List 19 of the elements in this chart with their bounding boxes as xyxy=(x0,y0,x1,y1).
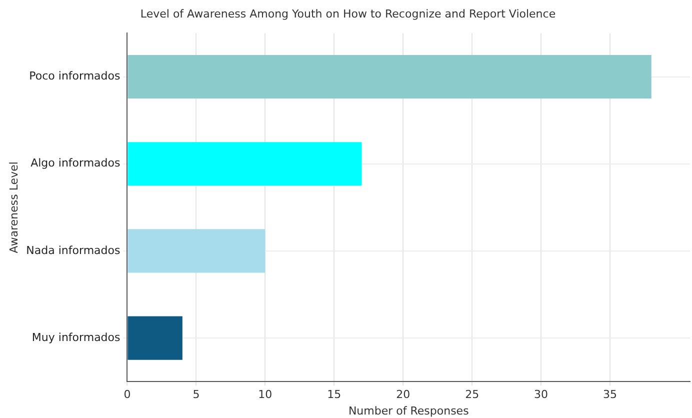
bar xyxy=(128,229,266,273)
x-tick-label: 20 xyxy=(396,388,410,402)
x-axis-title: Number of Responses xyxy=(348,404,470,418)
bar xyxy=(128,316,182,360)
x-tick-label: 30 xyxy=(534,388,548,402)
x-tick-label: 15 xyxy=(327,388,342,402)
x-tick-label: 5 xyxy=(192,388,200,402)
y-tick-label: Muy informados xyxy=(32,330,121,344)
bar xyxy=(128,54,652,99)
y-tick-label: Nada informados xyxy=(26,244,120,257)
x-tick-label: 0 xyxy=(124,388,131,402)
y-tick-label: Poco informados xyxy=(29,70,121,83)
x-tick-label: 35 xyxy=(603,388,617,402)
bar xyxy=(128,142,362,186)
x-tick-label: 10 xyxy=(258,388,272,402)
y-tick-label: Algo informados xyxy=(30,156,121,170)
y-axis-title: Awareness Level xyxy=(7,162,20,254)
x-tick-label: 25 xyxy=(465,388,480,402)
chart-title: Level of Awareness Among Youth on How to Recognize and Report Violence xyxy=(140,7,556,20)
